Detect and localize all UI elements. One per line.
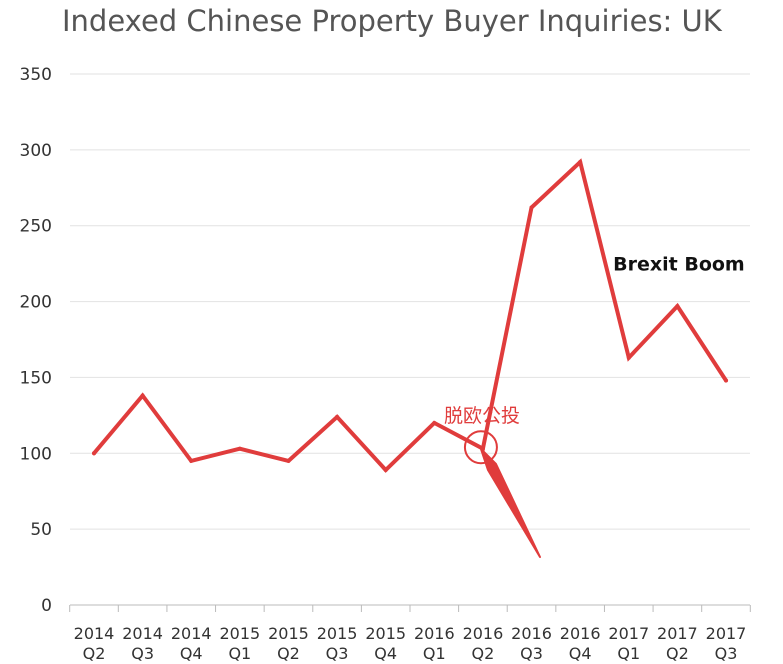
data-point [626,355,631,360]
x-tick-label-quarter: Q1 [228,644,251,663]
annotation-referendum: 脱欧公投 [444,405,520,427]
data-point [237,446,242,451]
data-point [189,458,194,463]
x-tick-label-quarter: Q4 [569,644,592,663]
chart-title: Indexed Chinese Property Buyer Inquiries… [62,4,722,38]
x-tick-label-quarter: Q1 [617,644,640,663]
x-tick-label-year: 2015 [365,624,406,643]
x-tick-label-quarter: Q3 [131,644,154,663]
x-tick-label-year: 2016 [511,624,552,643]
data-point [383,467,388,472]
x-tick-label-year: 2014 [171,624,212,643]
x-tick-label-year: 2016 [560,624,601,643]
x-tick-label-quarter: Q2 [666,644,689,663]
x-tick-label-year: 2016 [463,624,504,643]
data-point [724,378,728,383]
x-tick-label-quarter: Q3 [326,644,349,663]
x-tick-label-quarter: Q3 [520,644,543,663]
x-tick-label-year: 2016 [414,624,455,643]
y-tick-label: 250 [20,217,52,237]
annotation-brexit-boom: Brexit Boom [613,254,745,276]
x-tick-label-quarter: Q1 [423,644,446,663]
data-point [675,304,680,309]
x-tick-label-quarter: Q4 [180,644,203,663]
x-tick-label-year: 2015 [268,624,309,643]
data-point [92,451,96,456]
x-tick-label-quarter: Q2 [83,644,106,663]
x-tick-label-year: 2017 [657,624,698,643]
y-tick-label: 150 [20,368,52,388]
y-tick-label: 300 [20,141,52,161]
referendum-marker-circle [463,430,498,465]
data-point [140,393,145,398]
data-point [578,159,583,164]
data-point [335,414,340,419]
x-tick-label-year: 2014 [122,624,163,643]
y-tick-label: 0 [41,596,52,616]
x-tick-label-year: 2014 [74,624,115,643]
x-tick-label-quarter: Q3 [715,644,738,663]
x-tick-label-year: 2017 [706,624,747,643]
referendum-arrow [480,448,541,558]
x-tick-label-quarter: Q4 [374,644,397,663]
x-tick-label-quarter: Q2 [277,644,300,663]
data-point [286,458,291,463]
x-tick-label-year: 2017 [608,624,649,643]
data-point [529,205,534,210]
x-tick-label-year: 2015 [219,624,260,643]
series-line [92,158,728,473]
y-tick-label: 50 [30,520,52,540]
y-tick-label: 200 [20,293,52,313]
x-tick-label-quarter: Q2 [472,644,495,663]
y-tick-label: 350 [20,65,52,85]
x-tick-label-year: 2015 [317,624,358,643]
data-point [432,420,437,425]
y-tick-label: 100 [20,444,52,464]
